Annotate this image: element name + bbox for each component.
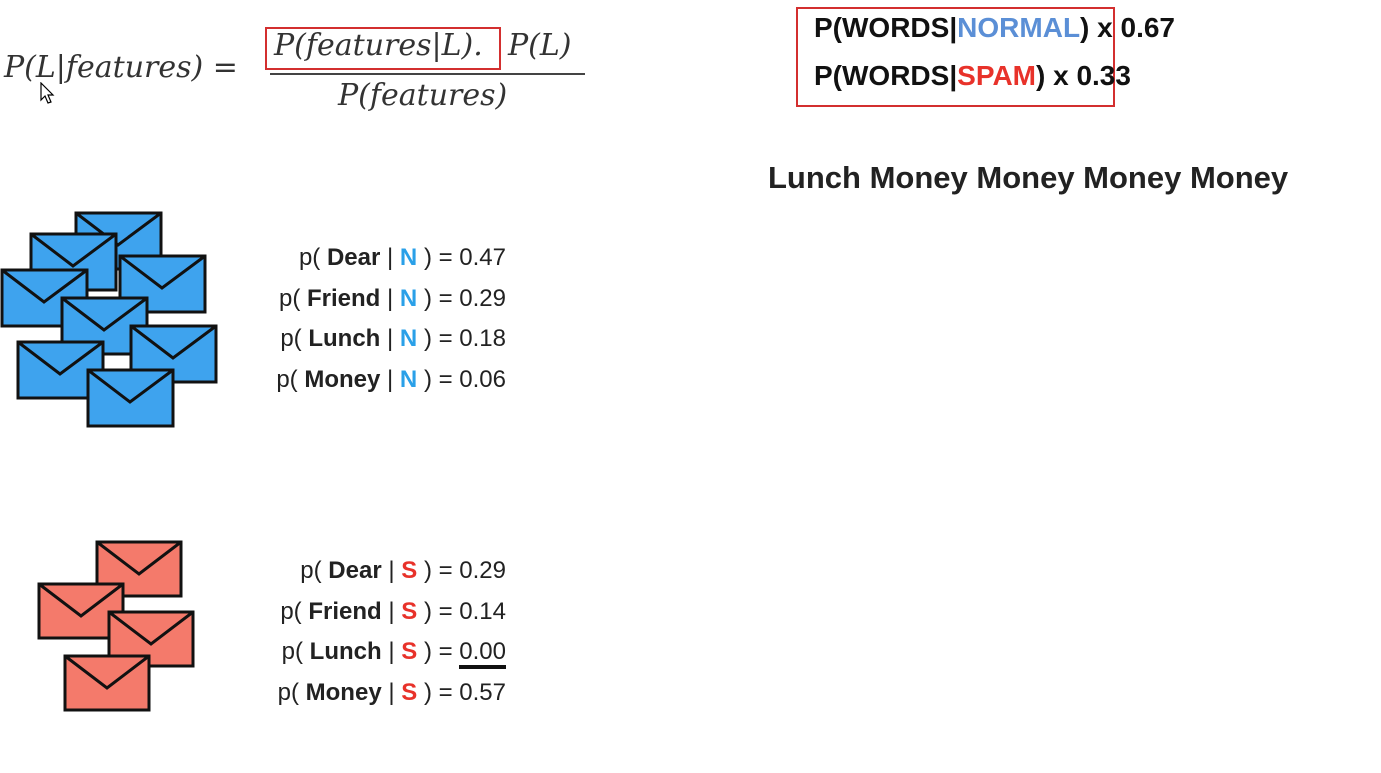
spam-envelope-stack-icon: [37, 540, 195, 712]
mouse-cursor-icon: [40, 82, 55, 104]
formula-prior: P(L): [508, 28, 572, 63]
fraction-bar: [270, 73, 585, 75]
spam-prob-row: p( Money | S ) = 0.57: [277, 678, 506, 706]
spam-probability-table: p( Dear | S ) = 0.29 p( Friend | S ) = 0…: [200, 555, 506, 717]
spam-prior-line: P(WORDS|SPAM) x 0.33: [814, 60, 1131, 91]
normal-prob-row: p( Dear | N ) = 0.47: [298, 244, 506, 271]
message-text: Lunch Money Money Money Money: [768, 160, 1289, 195]
normal-prob-row: p( Friend | N ) = 0.29: [278, 284, 506, 312]
spam-prob-row: p( Friend | S ) = 0.14: [280, 597, 506, 625]
formula-denominator: P(features): [338, 78, 508, 113]
normal-probability-table: p( Dear | N ) = 0.47 p( Friend | N ) = 0…: [200, 242, 506, 404]
normal-prob-row: p( Money | N ) = 0.06: [276, 365, 506, 393]
normal-class-label: NORMAL: [957, 12, 1081, 43]
zero-probability-value: 0.00: [459, 638, 506, 669]
priors-highlight-box: [796, 7, 1115, 107]
spam-prob-row: p( Lunch | S ) = 0.00: [200, 636, 506, 677]
spam-prob-row: p( Dear | S ) = 0.29: [300, 557, 506, 584]
spam-class-label: SPAM: [957, 60, 1036, 91]
normal-envelope-stack-icon: [0, 211, 218, 428]
normal-prob-row: p( Lunch | N ) = 0.18: [280, 325, 506, 352]
formula-likelihood: P(features|L).: [274, 28, 483, 63]
normal-prior-line: P(WORDS|NORMAL) x 0.67: [814, 12, 1175, 43]
formula-lhs: P(L|features) =: [4, 50, 238, 85]
likelihood-highlight-box: [265, 27, 501, 70]
